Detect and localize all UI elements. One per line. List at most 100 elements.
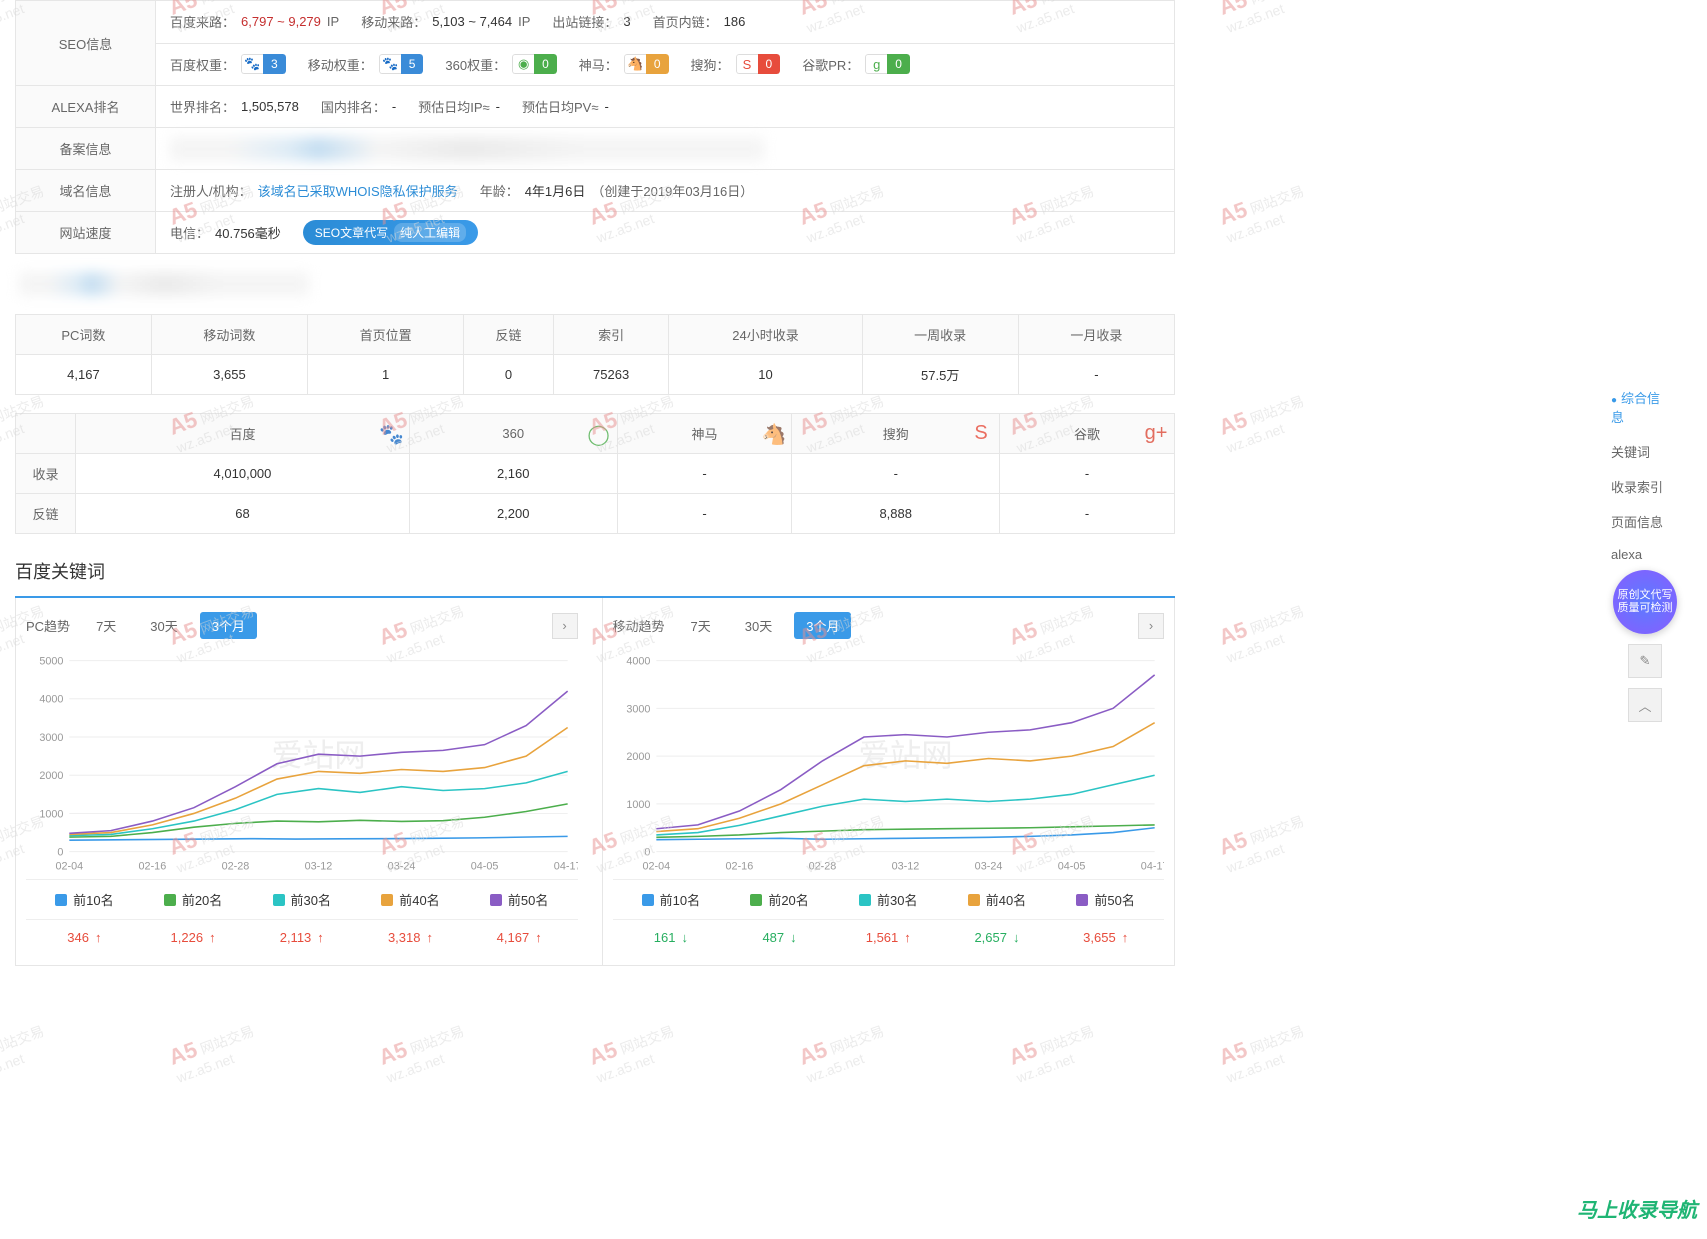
stats-cell[interactable]: 57.5万 <box>862 355 1018 395</box>
svg-text:爱站网: 爱站网 <box>858 737 953 773</box>
baidu-weight-badge[interactable]: 🐾3 <box>241 54 286 74</box>
tab-3m[interactable]: 3个月 <box>794 612 851 639</box>
speed-row: 网站速度 电信：40.756毫秒 SEO文章代写纯人工编辑 <box>16 212 1174 254</box>
svg-text:2000: 2000 <box>39 770 63 782</box>
legend-item[interactable]: 前30名 <box>834 890 943 909</box>
svg-text:1000: 1000 <box>39 808 63 820</box>
legend-item[interactable]: 前40名 <box>943 890 1052 909</box>
svg-text:02-16: 02-16 <box>725 860 753 872</box>
expand-button[interactable]: › <box>552 613 578 639</box>
engine-table: 百度🐾360◯神马🐴搜狗S谷歌g+ 收录4,010,0002,160--- 反链… <box>15 413 1175 534</box>
whois-link[interactable]: 该域名已采取WHOIS隐私保护服务 <box>258 181 458 200</box>
nav-item[interactable]: 收录索引 <box>1607 469 1677 504</box>
engine-cell[interactable]: 4,010,000 <box>76 454 410 494</box>
chart-row: PC趋势 7天 30天 3个月 › 爱站网 0 1000 2000 3000 4000 50… <box>15 598 1175 966</box>
svg-text:03-12: 03-12 <box>891 860 919 872</box>
side-nav: 综合信息关键词收录索引页面信息alexa <box>1607 380 1677 570</box>
nav-item[interactable]: 页面信息 <box>1607 504 1677 539</box>
svg-text:04-17: 04-17 <box>1140 860 1164 872</box>
legend-item[interactable]: 前50名 <box>1051 890 1160 909</box>
tab-30d[interactable]: 30天 <box>733 612 784 639</box>
sogou-icon: S <box>736 54 758 74</box>
pc-chart-panel: PC趋势 7天 30天 3个月 › 爱站网0100020003000400050… <box>16 598 588 965</box>
stats-header: 一月收录 <box>1018 315 1174 355</box>
engine-cell[interactable]: 68 <box>76 494 410 534</box>
blurred-content <box>170 137 764 161</box>
engine-cell[interactable]: - <box>1000 494 1175 534</box>
shenma-badge[interactable]: 🐴0 <box>624 54 669 74</box>
svg-text:0: 0 <box>644 847 650 859</box>
stats-cell[interactable]: 10 <box>669 355 862 395</box>
mobile-chart: 爱站网0100020003000400002-0402-1602-2803-12… <box>613 649 1165 879</box>
stats-cell[interactable]: 0 <box>464 355 554 395</box>
360-weight-badge[interactable]: ◉0 <box>512 54 557 74</box>
legend-item[interactable]: 前40名 <box>356 890 465 909</box>
stats-cell[interactable]: 4,167 <box>16 355 152 395</box>
value-item: 4,167 ↑ <box>465 930 574 945</box>
sogou-badge[interactable]: S0 <box>736 54 781 74</box>
info-table: SEO信息 百度来路：6,797 ~ 9,279 IP 移动来路：5,103 ~… <box>15 0 1175 254</box>
stats-cell[interactable]: 3,655 <box>151 355 307 395</box>
engine-cell[interactable]: - <box>792 454 1000 494</box>
pc-trend-label: PC趋势 <box>26 616 70 635</box>
engine-cell[interactable]: - <box>617 454 792 494</box>
legend-item[interactable]: 前20名 <box>139 890 248 909</box>
section-title: 百度关键词 <box>15 558 1175 584</box>
stats-cell[interactable]: 75263 <box>553 355 669 395</box>
scroll-top-button[interactable]: ︿ <box>1628 688 1662 722</box>
stats-cell[interactable]: - <box>1018 355 1174 395</box>
value-item: 1,561 ↑ <box>834 930 943 945</box>
svg-text:1000: 1000 <box>626 799 650 811</box>
engine-cell[interactable]: - <box>1000 454 1175 494</box>
value-item: 2,113 ↑ <box>247 930 356 945</box>
tab-7d[interactable]: 7天 <box>84 612 128 639</box>
legend-item[interactable]: 前30名 <box>247 890 356 909</box>
svg-text:03-24: 03-24 <box>974 860 1002 872</box>
shenma-icon: 🐴 <box>624 54 646 74</box>
svg-text:04-05: 04-05 <box>1057 860 1085 872</box>
bottom-banner[interactable]: 马上收录导航 <box>1567 1188 1707 1229</box>
value-item: 487 ↓ <box>725 930 834 945</box>
tab-30d[interactable]: 30天 <box>138 612 189 639</box>
svg-text:5000: 5000 <box>39 656 63 668</box>
tab-7d[interactable]: 7天 <box>679 612 723 639</box>
legend-item[interactable]: 前50名 <box>465 890 574 909</box>
engine-cell[interactable]: 2,200 <box>409 494 617 534</box>
engine-header: 搜狗S <box>792 414 1000 454</box>
stats-cell[interactable]: 1 <box>308 355 464 395</box>
engine-cell[interactable]: 2,160 <box>409 454 617 494</box>
legend-item[interactable]: 前10名 <box>617 890 726 909</box>
legend-item[interactable]: 前20名 <box>725 890 834 909</box>
value-item: 1,226 ↑ <box>139 930 248 945</box>
nav-item[interactable]: 关键词 <box>1607 434 1677 469</box>
svg-text:04-05: 04-05 <box>471 860 499 872</box>
svg-text:04-17: 04-17 <box>554 860 578 872</box>
svg-text:03-24: 03-24 <box>388 860 416 872</box>
stats-header: 反链 <box>464 315 554 355</box>
mobile-weight-badge[interactable]: 🐾5 <box>379 54 424 74</box>
nav-item[interactable]: alexa <box>1607 539 1677 570</box>
beian-row: 备案信息 <box>16 128 1174 170</box>
stats-table: PC词数移动词数首页位置反链索引24小时收录一周收录一月收录 4,1673,65… <box>15 314 1175 395</box>
engine-header: 神马🐴 <box>617 414 792 454</box>
tab-3m[interactable]: 3个月 <box>200 612 257 639</box>
svg-text:4000: 4000 <box>39 694 63 706</box>
stats-header: 24小时收录 <box>669 315 862 355</box>
svg-text:0: 0 <box>57 847 63 859</box>
promo-badge[interactable]: 原创文代写 质量可检测 <box>1613 570 1677 634</box>
blurred-content <box>19 272 309 296</box>
edit-button[interactable]: ✎ <box>1628 644 1662 678</box>
svg-text:3000: 3000 <box>626 703 650 715</box>
svg-text:2000: 2000 <box>626 751 650 763</box>
seo-writing-pill[interactable]: SEO文章代写纯人工编辑 <box>303 220 478 245</box>
float-buttons: 原创文代写 质量可检测 ✎ ︿ <box>1613 570 1677 722</box>
google-pr-badge[interactable]: g0 <box>865 54 910 74</box>
value-item: 2,657 ↓ <box>943 930 1052 945</box>
engine-cell[interactable]: - <box>617 494 792 534</box>
engine-cell[interactable]: 8,888 <box>792 494 1000 534</box>
nav-item[interactable]: 综合信息 <box>1607 380 1677 434</box>
expand-button[interactable]: › <box>1138 613 1164 639</box>
paw-icon: 🐾 <box>379 54 401 74</box>
legend-item[interactable]: 前10名 <box>30 890 139 909</box>
domain-row: 域名信息 注册人/机构：该域名已采取WHOIS隐私保护服务 年龄：4年1月6日（… <box>16 170 1174 212</box>
